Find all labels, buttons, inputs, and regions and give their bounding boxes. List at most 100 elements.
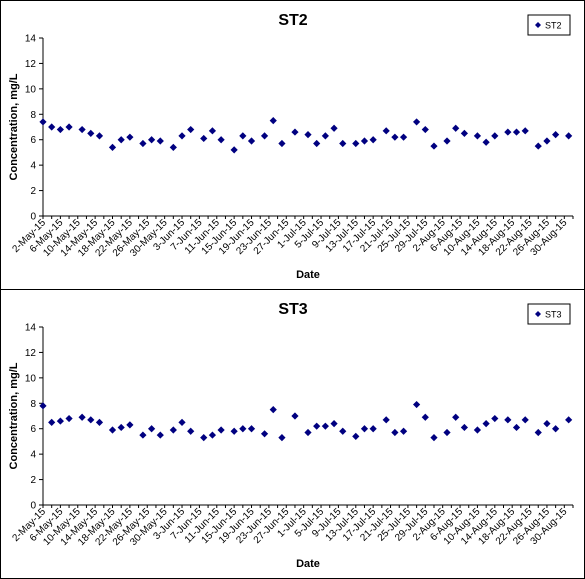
legend-marker	[535, 311, 541, 317]
data-point	[169, 426, 177, 434]
data-point	[330, 124, 338, 132]
data-point	[543, 420, 551, 428]
y-tick-label: 0	[30, 501, 36, 512]
data-point	[460, 129, 468, 137]
data-point	[482, 420, 490, 428]
legend-label: ST2	[545, 21, 562, 31]
data-point	[108, 426, 117, 434]
data-point	[247, 137, 256, 145]
y-tick-label: 14	[25, 323, 37, 334]
chart-svg-st2: ST2024681012142-May-156-May-1510-May-151…	[8, 12, 574, 281]
data-point	[399, 133, 408, 141]
y-tick-label: 0	[30, 212, 36, 223]
data-point	[178, 418, 186, 426]
y-tick-label: 6	[30, 424, 36, 435]
y-tick-label: 6	[30, 135, 36, 146]
data-point	[565, 416, 573, 424]
data-point	[482, 138, 490, 146]
y-tick-label: 8	[30, 110, 36, 121]
data-point	[139, 139, 147, 148]
chart-title: ST3	[278, 301, 307, 318]
data-point	[291, 128, 299, 136]
data-point	[521, 416, 529, 424]
data-point	[321, 422, 329, 430]
data-point	[382, 127, 390, 135]
data-point	[260, 132, 269, 140]
data-point	[65, 123, 73, 131]
data-point	[452, 124, 460, 132]
data-point	[87, 129, 95, 137]
data-point	[178, 132, 186, 140]
y-tick-label: 10	[25, 84, 37, 95]
data-point	[126, 421, 134, 429]
data-point	[291, 412, 299, 420]
data-point	[565, 132, 573, 140]
data-point	[304, 131, 312, 139]
y-tick-label: 2	[30, 186, 36, 197]
data-point	[65, 414, 73, 423]
chart-panel-st2: ST2 0 2 4 6 8 10 12 14 2-May-15 6-May-15 10-May-15 1…	[0, 0, 585, 290]
chart-svg-st3: ST3024681012142-May-156-May-1510-May-151…	[8, 301, 574, 570]
data-point	[382, 416, 390, 424]
data-point	[108, 143, 117, 151]
data-point	[208, 127, 217, 135]
data-point	[313, 139, 321, 148]
data-point	[321, 132, 329, 140]
y-tick-label: 4	[30, 161, 36, 172]
data-point	[430, 142, 438, 150]
data-point	[187, 427, 195, 435]
y-axis-label: Concentration, mg/L	[8, 73, 20, 180]
data-point	[139, 431, 147, 439]
data-point	[169, 143, 177, 151]
data-point	[452, 413, 460, 421]
y-tick-label: 2	[30, 475, 36, 486]
data-point	[313, 422, 321, 430]
legend-label: ST3	[545, 310, 562, 320]
data-point	[269, 117, 277, 125]
legend-marker	[535, 22, 541, 28]
data-point	[247, 425, 256, 433]
data-point	[95, 418, 104, 426]
data-point	[413, 118, 421, 126]
data-point	[48, 418, 56, 426]
data-point	[543, 137, 551, 145]
data-point	[117, 423, 125, 432]
data-point	[230, 427, 238, 435]
data-point	[48, 123, 56, 131]
data-point	[148, 425, 156, 433]
data-point	[87, 416, 95, 424]
y-tick-label: 12	[25, 59, 37, 70]
data-point	[56, 417, 64, 425]
data-point	[304, 428, 312, 437]
chart-title: ST2	[278, 12, 307, 29]
data-point	[512, 423, 521, 432]
data-point	[421, 125, 429, 134]
data-point	[460, 423, 468, 432]
legend-box	[527, 14, 571, 36]
data-point	[504, 128, 512, 136]
x-axis-label: Date	[296, 269, 320, 281]
data-point	[391, 428, 399, 437]
data-point	[200, 434, 208, 442]
data-point	[521, 127, 529, 135]
data-point	[156, 137, 164, 145]
x-axis-label: Date	[296, 558, 320, 570]
data-point	[534, 142, 542, 150]
data-point	[552, 131, 560, 139]
data-point	[269, 406, 277, 414]
data-point	[217, 136, 225, 144]
data-point	[56, 125, 64, 134]
data-point	[187, 125, 195, 134]
data-point	[421, 413, 429, 421]
data-point	[552, 425, 560, 433]
data-point	[391, 133, 399, 141]
y-tick-label: 8	[30, 399, 36, 410]
data-point	[491, 132, 499, 140]
data-point	[369, 136, 377, 144]
data-point	[360, 137, 369, 145]
data-point	[443, 428, 451, 437]
data-point	[95, 132, 104, 140]
data-point	[339, 139, 347, 148]
data-point	[260, 430, 269, 438]
legend-box	[527, 303, 571, 325]
